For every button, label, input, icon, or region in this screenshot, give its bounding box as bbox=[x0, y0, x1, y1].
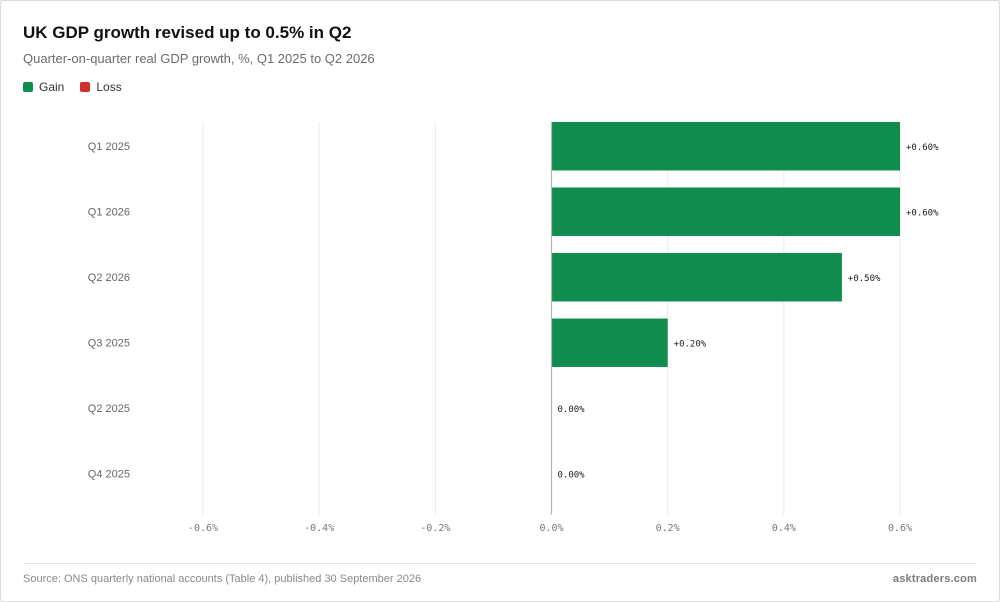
bar[interactable] bbox=[551, 122, 901, 171]
category-label: Q3 2025 bbox=[88, 338, 130, 350]
x-tick-label: 0.4% bbox=[772, 523, 796, 534]
x-tick-label: 0.0% bbox=[539, 523, 563, 534]
bar[interactable] bbox=[551, 187, 901, 236]
x-tick-label: 0.2% bbox=[656, 523, 680, 534]
legend: Gain Loss bbox=[23, 80, 122, 94]
category-label: Q1 2025 bbox=[88, 141, 130, 153]
x-tick-label: 0.6% bbox=[888, 523, 912, 534]
legend-item-loss[interactable]: Loss bbox=[80, 80, 122, 94]
legend-item-gain[interactable]: Gain bbox=[23, 80, 64, 94]
legend-label-loss: Loss bbox=[96, 80, 122, 94]
data-label: 0.00% bbox=[558, 405, 586, 415]
chart-subtitle: Quarter-on-quarter real GDP growth, %, Q… bbox=[23, 51, 375, 66]
data-label: 0.00% bbox=[558, 471, 586, 481]
footer-divider bbox=[23, 563, 977, 564]
bar[interactable] bbox=[551, 318, 668, 367]
data-label: +0.50% bbox=[848, 274, 881, 284]
x-tick-label: -0.4% bbox=[304, 523, 334, 534]
bar[interactable] bbox=[551, 253, 842, 302]
data-label: +0.60% bbox=[906, 209, 939, 219]
source-note: Source: ONS quarterly national accounts … bbox=[23, 573, 422, 585]
legend-swatch-gain bbox=[23, 82, 33, 92]
category-label: Q4 2025 bbox=[88, 469, 130, 481]
category-label: Q1 2026 bbox=[88, 207, 130, 219]
x-tick-label: -0.6% bbox=[188, 523, 218, 534]
brand-logo-text[interactable]: asktraders.com bbox=[892, 573, 977, 585]
category-label: Q2 2026 bbox=[88, 272, 130, 284]
data-label: +0.20% bbox=[674, 340, 707, 350]
legend-label-gain: Gain bbox=[39, 80, 65, 94]
category-label: Q2 2025 bbox=[88, 403, 130, 415]
chart-title: UK GDP growth revised up to 0.5% in Q2 bbox=[23, 23, 352, 42]
data-label: +0.60% bbox=[906, 143, 939, 153]
legend-swatch-loss bbox=[80, 82, 91, 92]
x-tick-label: -0.2% bbox=[420, 523, 450, 534]
